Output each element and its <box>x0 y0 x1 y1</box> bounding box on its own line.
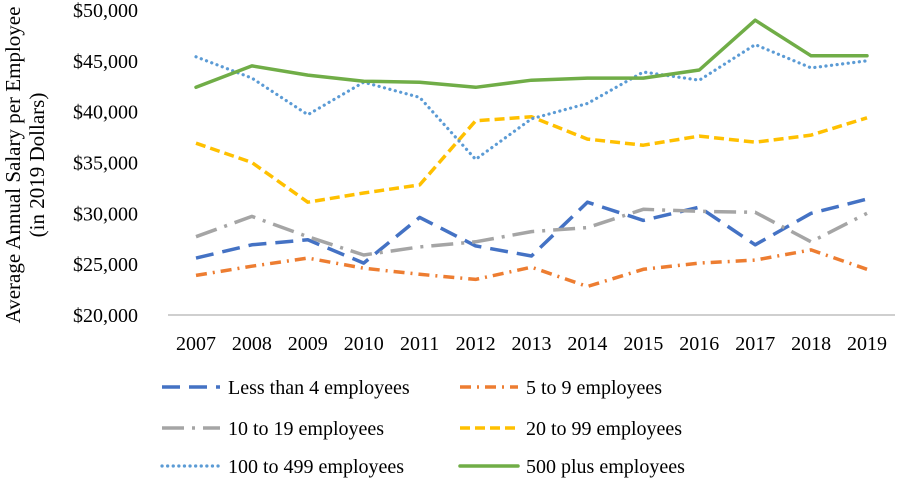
legend: Less than 4 employees 5 to 9 employees 10 … <box>160 377 685 478</box>
x-tick-label: 2013 <box>512 333 552 355</box>
x-tick-label: 2019 <box>847 333 887 355</box>
legend-label-10-to-19-employees: 10 to 19 employees <box>228 418 384 440</box>
y-tick-label: $45,000 <box>73 51 138 73</box>
y-tick-label: $25,000 <box>73 254 138 276</box>
x-tick-label: 2007 <box>176 333 216 355</box>
series-line-500-plus-employees <box>194 18 869 90</box>
y-tick-label: $20,000 <box>73 305 138 327</box>
y-axis-label-line1: Average Annual Salary per Employee <box>1 7 25 324</box>
x-tick-label: 2009 <box>288 333 328 355</box>
x-tick-label: 2016 <box>679 333 719 355</box>
x-tick-label: 2017 <box>735 333 775 355</box>
x-tick-label: 2014 <box>567 333 607 355</box>
x-tick-label: 2012 <box>456 333 496 355</box>
legend-label-20-to-99-employees: 20 to 99 employees <box>526 418 682 440</box>
series-lines <box>194 18 869 289</box>
series-line-100-to-499-employees <box>194 42 869 161</box>
legend-label-100-to-499-employees: 100 to 499 employees <box>228 456 404 478</box>
series-line-20-to-99-employees <box>195 115 868 204</box>
series-line-10-to-19-employees <box>195 207 868 257</box>
legend-label-5-to-9-employees: 5 to 9 employees <box>526 377 662 399</box>
y-axis-ticks: $20,000 $25,000 $30,000 $35,000 $40,000 $45,0… <box>73 0 138 327</box>
legend-label-less-than-4-employees: Less than 4 employees <box>228 377 410 399</box>
y-axis-label: Average Annual Salary per Employee (in 2… <box>1 7 49 324</box>
legend-label-500-plus-employees: 500 plus employees <box>526 456 685 478</box>
y-tick-label: $50,000 <box>73 0 138 22</box>
x-axis-ticks: 2007 2008 2009 2010 2011 2012 2013 2014 2015 2016… <box>176 333 887 355</box>
x-tick-label: 2015 <box>623 333 663 355</box>
x-tick-label: 2008 <box>232 333 272 355</box>
x-tick-label: 2010 <box>344 333 384 355</box>
y-axis-label-line2: (in 2019 Dollars) <box>25 93 49 238</box>
y-tick-label: $40,000 <box>73 102 138 124</box>
x-tick-label: 2011 <box>400 333 439 355</box>
y-tick-label: $30,000 <box>73 203 138 225</box>
series-line-less-than-4-employees <box>195 197 868 265</box>
x-tick-label: 2018 <box>791 333 831 355</box>
y-tick-label: $35,000 <box>73 153 138 175</box>
